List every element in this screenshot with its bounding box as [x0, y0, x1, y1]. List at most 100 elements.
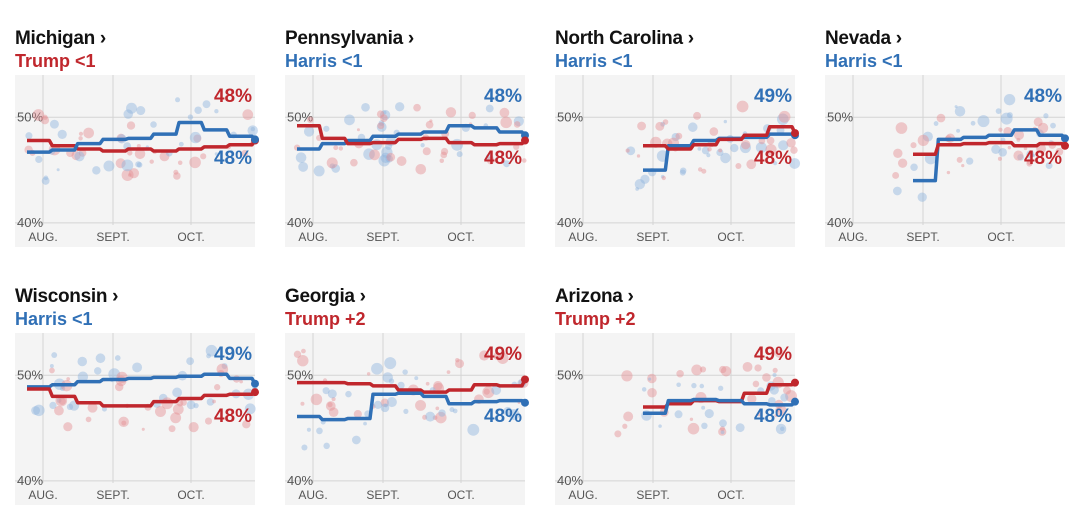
poll-dot [154, 406, 166, 417]
poll-dot [970, 120, 976, 126]
poll-dot [132, 362, 143, 373]
poll-dot [422, 147, 431, 156]
poll-dot [897, 158, 908, 168]
poll-dot [41, 176, 50, 185]
poll-dot [508, 408, 520, 421]
poll-dot [446, 370, 451, 374]
poll-dot [451, 138, 464, 151]
state-title-link[interactable]: Pennsylvania › [285, 28, 414, 49]
state-card: Nevada › Harris <1 AUG. SEPT. OCT. 50% 40% 48% 4… [825, 28, 1069, 247]
poll-dot [402, 369, 408, 375]
poll-dot [378, 120, 385, 126]
average-line-dem [297, 123, 527, 151]
poll-dot [772, 372, 777, 378]
poll-dot [49, 119, 59, 129]
y-tick-label: 50% [287, 109, 313, 124]
poll-dot [371, 362, 383, 375]
value-label-rep: 48% [484, 148, 522, 169]
poll-dot [323, 125, 330, 132]
polling-lead: Trump +2 [285, 309, 366, 329]
poll-dot [57, 129, 67, 140]
x-tick-label: SEPT. [636, 488, 669, 502]
plot-background [555, 75, 795, 247]
poll-dot [637, 121, 646, 131]
poll-dot [25, 132, 33, 140]
poll-dot [699, 383, 705, 389]
poll-dot [719, 419, 727, 428]
average-line-dem [913, 128, 1067, 183]
poll-dot [380, 152, 391, 163]
polling-chart: AUG. SEPT. OCT. 50% 40% 49% 48% [285, 333, 529, 505]
poll-dot [740, 139, 751, 150]
value-label-dem: 48% [214, 148, 252, 169]
poll-dot [486, 156, 495, 165]
poll-dot [353, 410, 362, 419]
poll-dot [742, 361, 753, 372]
value-label-dem: 48% [1024, 86, 1062, 107]
poll-dot [735, 163, 742, 170]
state-title-link[interactable]: Wisconsin › [15, 286, 119, 307]
plot-background [15, 333, 255, 505]
y-tick-label: 50% [17, 109, 43, 124]
poll-dot [66, 377, 71, 381]
poll-dot [103, 160, 115, 172]
poll-dot [676, 382, 681, 388]
poll-dot [687, 422, 700, 435]
poll-dot [621, 370, 633, 382]
poll-dot [786, 138, 796, 148]
poll-dot [736, 100, 749, 113]
average-line-dem [27, 120, 257, 154]
poll-dot [310, 393, 323, 406]
end-marker-rep [251, 388, 259, 397]
poll-dot [707, 146, 712, 152]
poll-dot [467, 423, 480, 436]
poll-dot [755, 141, 767, 154]
poll-dot [127, 173, 132, 177]
poll-dot [397, 381, 405, 389]
poll-dot [194, 106, 202, 114]
poll-dot [331, 397, 336, 402]
poll-dot [126, 121, 136, 130]
plot-background [15, 75, 255, 247]
poll-dot [936, 113, 946, 123]
poll-dot [765, 144, 777, 156]
poll-dot [173, 172, 181, 180]
value-label-dem: 49% [754, 86, 792, 107]
poll-dot [325, 401, 336, 411]
poll-dot [381, 146, 393, 159]
poll-dot [500, 116, 512, 129]
poll-dot [746, 159, 757, 170]
poll-dot [956, 156, 963, 163]
poll-dot [689, 417, 694, 421]
state-title-link[interactable]: Nevada › [825, 28, 902, 49]
y-tick-label: 40% [17, 215, 43, 230]
poll-dot [917, 192, 927, 202]
state-title-link[interactable]: Georgia › [285, 286, 366, 307]
poll-dot [87, 402, 98, 413]
poll-dot [1016, 137, 1021, 142]
poll-dot [206, 398, 215, 406]
y-tick-label: 40% [827, 215, 853, 230]
y-tick-label: 40% [287, 473, 313, 488]
poll-dot [998, 148, 1007, 157]
poll-dot [1000, 112, 1013, 125]
poll-dot [159, 151, 170, 162]
x-tick-label: SEPT. [906, 230, 939, 244]
poll-dot [94, 367, 102, 375]
poll-dot [31, 406, 41, 415]
poll-dot [180, 399, 187, 406]
poll-dot [991, 144, 1001, 155]
poll-dot [172, 403, 184, 415]
poll-dot [775, 408, 780, 413]
poll-dot [193, 403, 199, 409]
poll-dot [101, 406, 107, 412]
poll-dot [449, 407, 455, 413]
poll-dot [704, 408, 714, 419]
poll-dot [691, 364, 703, 376]
state-title-link[interactable]: Michigan › [15, 28, 106, 49]
poll-dot [636, 154, 641, 158]
state-title-link[interactable]: North Carolina › [555, 28, 694, 49]
poll-dot [1006, 112, 1013, 119]
poll-dot [396, 156, 407, 166]
state-title-link[interactable]: Arizona › [555, 286, 634, 307]
